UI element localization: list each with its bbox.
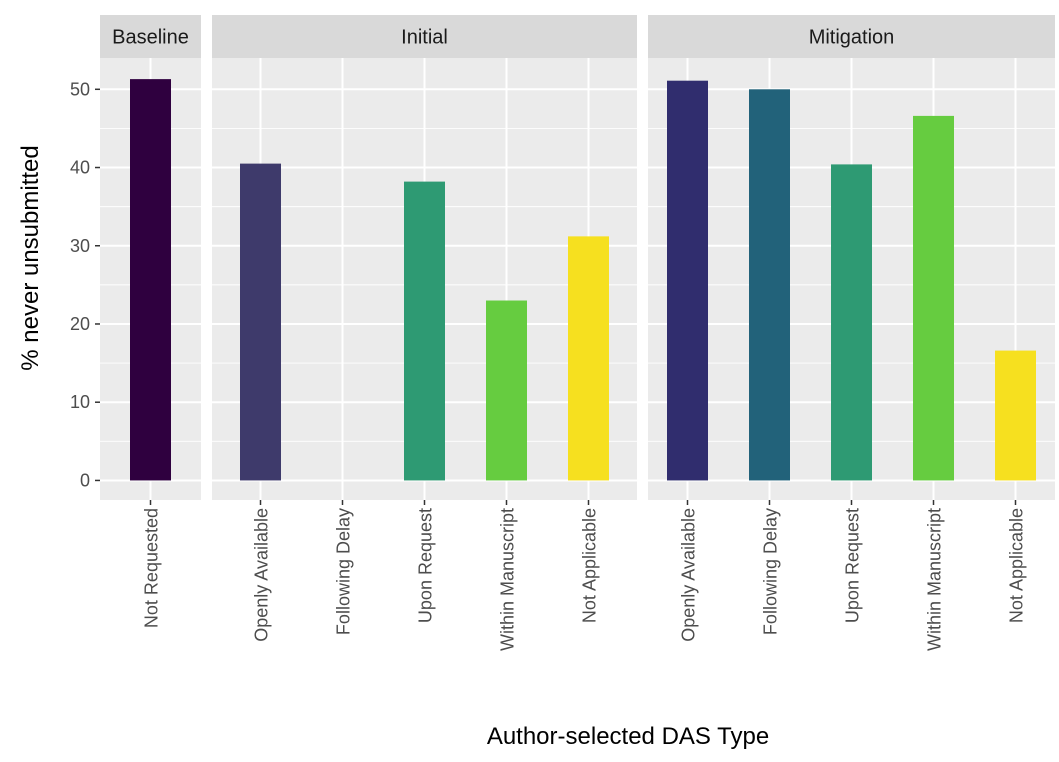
y-tick-label: 30 bbox=[70, 236, 90, 256]
y-axis-title: % never unsubmitted bbox=[17, 145, 44, 370]
y-tick-label: 10 bbox=[70, 392, 90, 412]
strip-background bbox=[212, 15, 637, 58]
bar-mitigation-upon-request bbox=[831, 164, 872, 481]
bar-initial-openly-available bbox=[240, 163, 281, 481]
bar-mitigation-within-manuscript bbox=[913, 115, 954, 481]
x-tick-label: Openly Available bbox=[679, 508, 699, 642]
bar-initial-upon-request bbox=[404, 181, 445, 481]
strip-label: Mitigation bbox=[809, 27, 895, 49]
y-tick-label: 20 bbox=[70, 314, 90, 334]
strip-label: Initial bbox=[401, 27, 448, 49]
x-tick-label: Openly Available bbox=[252, 508, 272, 642]
x-tick-label: Following Delay bbox=[761, 508, 781, 635]
panel-mitigation: Mitigation bbox=[648, 15, 1055, 500]
bar-initial-within-manuscript bbox=[486, 300, 527, 481]
bar-initial-not-applicable bbox=[568, 236, 609, 481]
strip-background bbox=[100, 15, 201, 58]
y-tick-label: 40 bbox=[70, 158, 90, 178]
x-tick-label: Following Delay bbox=[334, 508, 354, 635]
x-tick-label: Upon Request bbox=[843, 508, 863, 623]
bar-mitigation-openly-available bbox=[667, 80, 708, 481]
x-tick-label: Within Manuscript bbox=[498, 508, 518, 651]
x-tick-label: Not Requested bbox=[142, 508, 162, 628]
strip-label: Baseline bbox=[112, 27, 189, 49]
x-tick-label: Not Applicable bbox=[580, 508, 600, 623]
x-axis-title: Author-selected DAS Type bbox=[487, 723, 769, 750]
panel-baseline: Baseline bbox=[100, 15, 201, 500]
strip-background bbox=[648, 15, 1055, 58]
y-tick-label: 0 bbox=[80, 470, 90, 490]
x-tick-label: Upon Request bbox=[416, 508, 436, 623]
bar-baseline-not-requested bbox=[130, 79, 171, 481]
bar-mitigation-following-delay bbox=[749, 89, 790, 481]
x-tick-label: Within Manuscript bbox=[925, 508, 945, 651]
panel-initial: Initial bbox=[212, 15, 637, 500]
y-tick-label: 50 bbox=[70, 79, 90, 99]
y-axis: 0 10 20 30 40 50 bbox=[70, 79, 100, 490]
chart-panels: Baseline Initial Mitigation bbox=[100, 15, 1055, 500]
bar-mitigation-not-applicable bbox=[995, 350, 1036, 481]
x-axis: Not Requested Openly Available Following D… bbox=[142, 500, 1027, 651]
x-tick-label: Not Applicable bbox=[1007, 508, 1027, 623]
